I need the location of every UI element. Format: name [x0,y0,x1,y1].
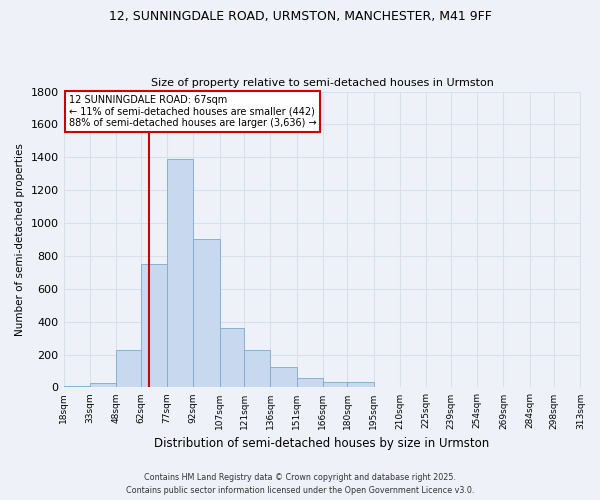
Bar [167,159,193,388]
Text: Contains HM Land Registry data © Crown copyright and database right 2025.
Contai: Contains HM Land Registry data © Crown c… [126,474,474,495]
Bar [323,382,347,388]
Bar [90,384,116,388]
Bar [244,350,271,388]
Text: 12, SUNNINGDALE ROAD, URMSTON, MANCHESTER, M41 9FF: 12, SUNNINGDALE ROAD, URMSTON, MANCHESTE… [109,10,491,23]
Y-axis label: Number of semi-detached properties: Number of semi-detached properties [15,143,25,336]
Title: Size of property relative to semi-detached houses in Urmston: Size of property relative to semi-detach… [151,78,493,88]
Text: 12 SUNNINGDALE ROAD: 67sqm
← 11% of semi-detached houses are smaller (442)
88% o: 12 SUNNINGDALE ROAD: 67sqm ← 11% of semi… [69,94,316,128]
Bar [400,386,426,388]
Bar [116,350,140,388]
Bar [296,378,323,388]
Bar [64,386,90,388]
Bar [193,240,220,388]
Bar [347,382,374,388]
Bar [220,328,244,388]
Bar [140,264,167,388]
Bar [426,386,451,388]
X-axis label: Distribution of semi-detached houses by size in Urmston: Distribution of semi-detached houses by … [154,437,490,450]
Bar [374,386,400,388]
Bar [271,367,296,388]
